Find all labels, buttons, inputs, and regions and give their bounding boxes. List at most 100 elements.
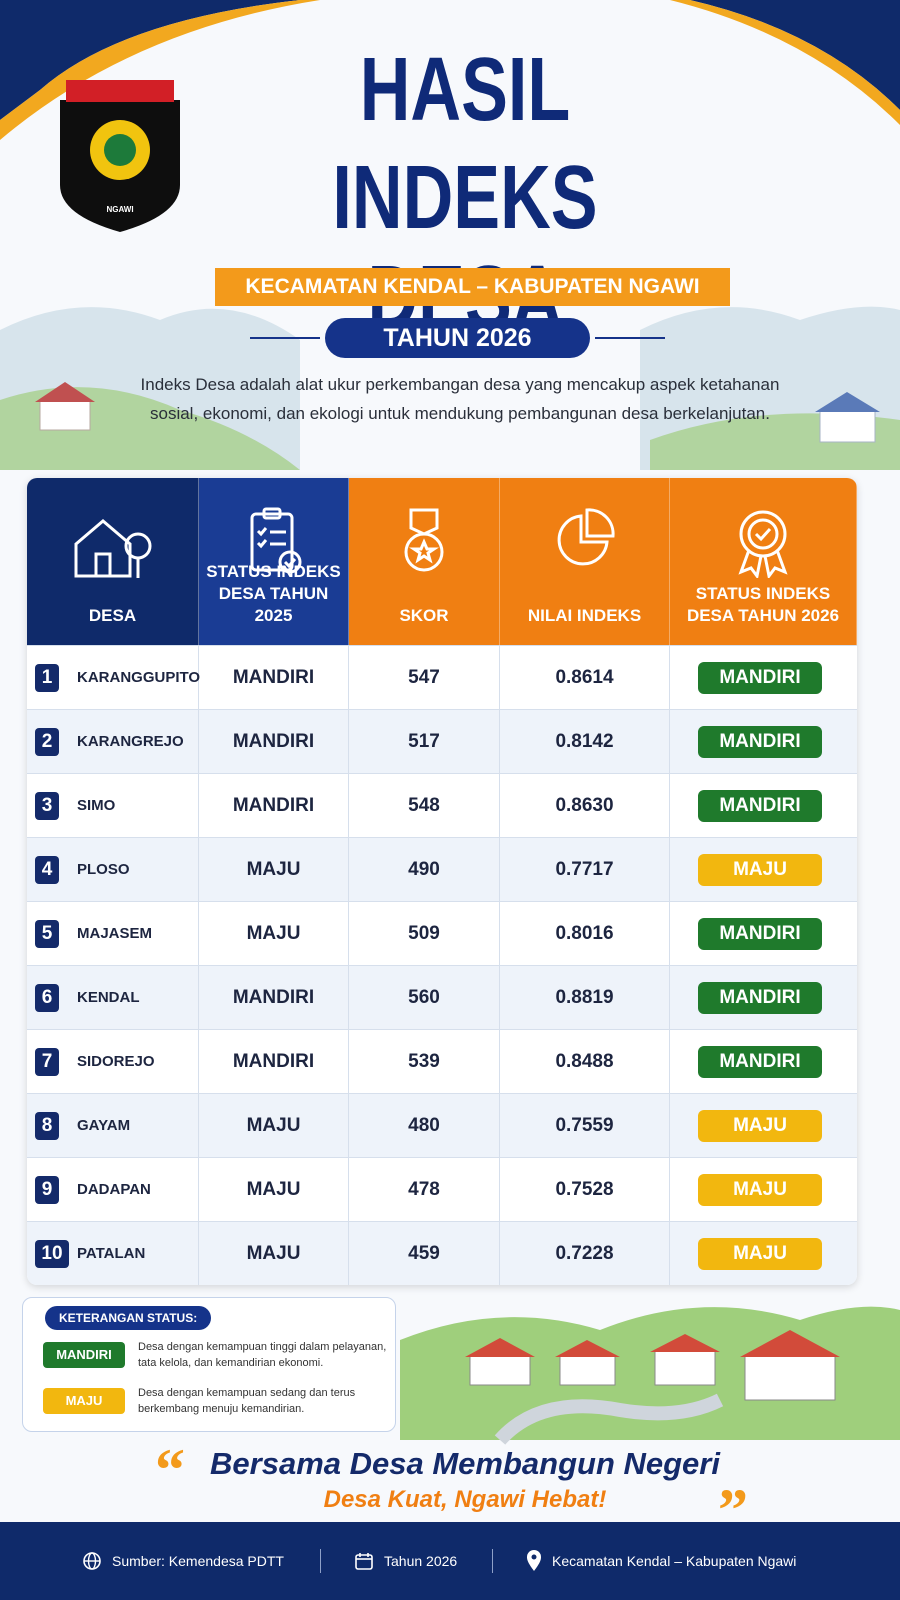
cell: MANDIRI: [670, 774, 857, 837]
row-number: 10: [35, 1240, 69, 1268]
table: DESA STATUS INDEKS DESA TAHUN 2025 SKOR NIL…: [27, 478, 857, 1285]
status-2025: MAJU: [199, 1158, 349, 1221]
column-label: STATUS INDEKS DESA TAHUN 2026: [686, 584, 840, 625]
table-row: 4 PLOSO MAJU 490 0.7717 MAJU: [27, 837, 857, 901]
row-number: 7: [35, 1048, 59, 1076]
cell: MAJU: [670, 1158, 857, 1221]
score: 547: [349, 646, 500, 709]
calendar-icon: [355, 1553, 373, 1570]
village-name: GAYAM: [77, 1117, 131, 1134]
cell: 5 MAJASEM: [27, 902, 199, 965]
index-value: 0.7717: [500, 838, 670, 901]
footer-source: Sumber: Kemendesa PDTT: [112, 1553, 284, 1569]
footer-year: Tahun 2026: [384, 1553, 458, 1569]
column-header: STATUS INDEKS DESA TAHUN 2025: [199, 478, 349, 645]
score: 480: [349, 1094, 500, 1157]
cell: 8 GAYAM: [27, 1094, 199, 1157]
status-badge: MANDIRI: [698, 790, 822, 822]
cell: MANDIRI: [670, 902, 857, 965]
cell: 10 PATALAN: [27, 1222, 199, 1285]
table-row: 10 PATALAN MAJU 459 0.7228 MAJU: [27, 1221, 857, 1285]
cell: 6 KENDAL: [27, 966, 199, 1029]
logo-text: NGAWI: [106, 205, 134, 214]
column-label: NILAI INDEKS: [527, 606, 642, 625]
status-badge: MAJU: [698, 1174, 822, 1206]
status-2025: MAJU: [199, 1222, 349, 1285]
score: 478: [349, 1158, 500, 1221]
score: 509: [349, 902, 500, 965]
status-2025: MANDIRI: [199, 1030, 349, 1093]
status-2025: MANDIRI: [199, 710, 349, 773]
column-label: SKOR: [399, 606, 449, 625]
cell: MANDIRI: [670, 1030, 857, 1093]
cell: 1 KARANGGUPITO: [27, 646, 201, 709]
footer-location: Kecamatan Kendal – Kabupaten Ngawi: [552, 1553, 797, 1569]
globe-icon: [83, 1552, 101, 1570]
pin-icon: [527, 1550, 541, 1571]
cell: 2 KARANGREJO: [27, 710, 199, 773]
score: 517: [349, 710, 500, 773]
index-value: 0.7559: [500, 1094, 670, 1157]
legend: KETERANGAN STATUS: MANDIRI Desa dengan ke…: [22, 1297, 396, 1432]
index-value: 0.7228: [500, 1222, 670, 1285]
legend-title: KETERANGAN STATUS:: [45, 1306, 212, 1330]
table-row: 8 GAYAM MAJU 480 0.7559 MAJU: [27, 1093, 857, 1157]
legend-description: Desa dengan kemampuan sedang dan terus b…: [138, 1387, 356, 1415]
table-row: 6 KENDAL MANDIRI 560 0.8819 MANDIRI: [27, 965, 857, 1029]
score: 459: [349, 1222, 500, 1285]
status-badge: MANDIRI: [698, 662, 822, 694]
score: 560: [349, 966, 500, 1029]
village-name: MAJASEM: [77, 925, 153, 942]
separator: [320, 1549, 321, 1573]
status-badge: MANDIRI: [698, 982, 822, 1014]
village-name: PLOSO: [77, 861, 130, 878]
column-header: DESA: [27, 478, 199, 645]
status-2025: MANDIRI: [199, 774, 349, 837]
status-2025: MANDIRI: [199, 966, 349, 1029]
year-pill: TAHUN 2026: [325, 318, 590, 358]
status-2025: MAJU: [199, 1094, 349, 1157]
status-2025: MANDIRI: [199, 646, 349, 709]
row-number: 8: [35, 1112, 59, 1140]
village-name: SIMO: [77, 797, 116, 814]
row-number: 5: [35, 920, 59, 948]
index-value: 0.8614: [500, 646, 670, 709]
quote-line: Desa Kuat, Ngawi Hebat!: [323, 1486, 607, 1513]
cell: MANDIRI: [670, 646, 857, 709]
table-row: 3 SIMO MANDIRI 548 0.8630 MANDIRI: [27, 773, 857, 837]
subtitle-banner: KECAMATAN KENDAL – KABUPATEN NGAWI: [215, 268, 730, 306]
village-name: KARANGGUPITO: [77, 669, 201, 686]
status-badge: MAJU: [698, 854, 822, 886]
cell: MAJU: [670, 1094, 857, 1157]
status-badge: MAJU: [698, 1238, 822, 1270]
table-row: 9 DADAPAN MAJU 478 0.7528 MAJU: [27, 1157, 857, 1221]
row-number: 2: [35, 728, 59, 756]
description: Indeks Desa adalah alat ukur perkembanga…: [140, 375, 780, 423]
cell: 3 SIMO: [27, 774, 199, 837]
title: HASIL: [359, 40, 571, 140]
village-name: DADAPAN: [77, 1181, 151, 1198]
village-name: SIDOREJO: [77, 1053, 155, 1070]
legend-description: Desa dengan kemampuan tinggi dalam pelay…: [138, 1341, 387, 1369]
legend-badge: MAJU: [43, 1388, 125, 1414]
row-number: 9: [35, 1176, 59, 1204]
divider: [250, 337, 320, 339]
cell: MAJU: [670, 1222, 857, 1285]
status-2025: MAJU: [199, 902, 349, 965]
column-header: NILAI INDEKS: [500, 478, 670, 645]
column-header: SKOR: [349, 478, 500, 645]
row-number: 4: [35, 856, 59, 884]
legend-badge: MANDIRI: [43, 1342, 125, 1368]
index-value: 0.8142: [500, 710, 670, 773]
score: 548: [349, 774, 500, 837]
table-row: 5 MAJASEM MAJU 509 0.8016 MANDIRI: [27, 901, 857, 965]
cell: 9 DADAPAN: [27, 1158, 199, 1221]
index-value: 0.8819: [500, 966, 670, 1029]
village-name: KARANGREJO: [77, 733, 184, 750]
column-label: DESA: [88, 606, 137, 625]
row-number: 6: [35, 984, 59, 1012]
cell: MAJU: [670, 838, 857, 901]
village-name: KENDAL: [77, 989, 140, 1006]
table-row: 2 KARANGREJO MANDIRI 517 0.8142 MANDIRI: [27, 709, 857, 773]
